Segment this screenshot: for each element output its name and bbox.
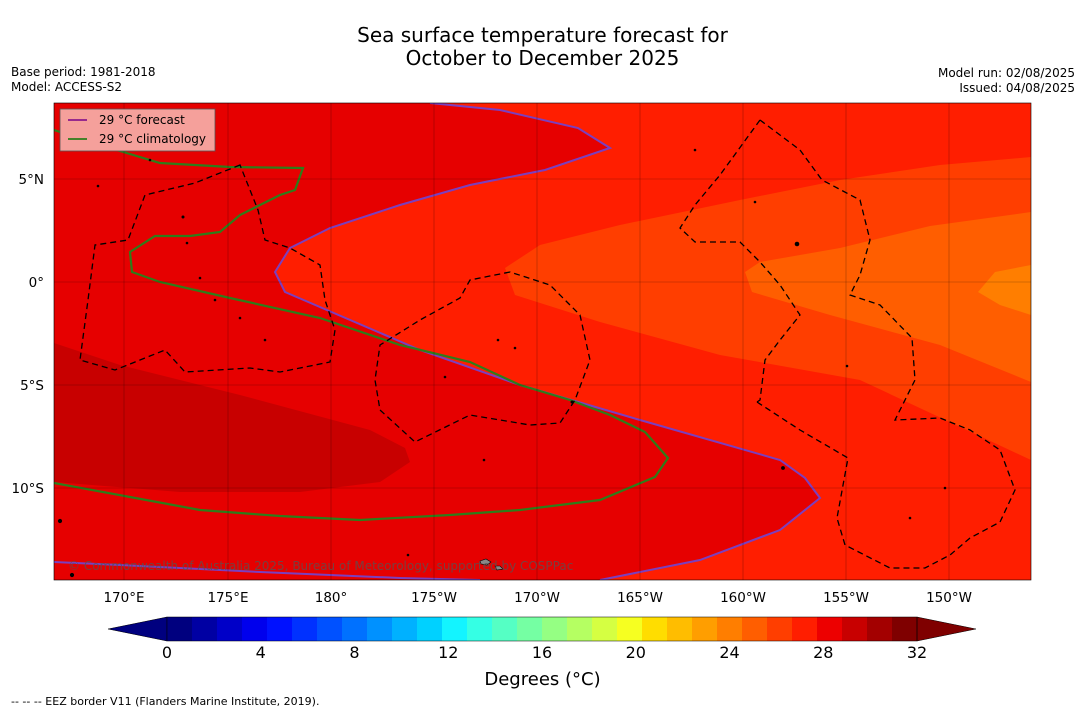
colorbar-tick-label: 20 <box>626 643 646 662</box>
colorbar-swatch <box>817 617 843 641</box>
copyright: © Commonwealth of Australia 2025, Bureau… <box>68 559 573 573</box>
colorbar-swatch <box>417 617 443 641</box>
forecast-29c-contour-south <box>54 561 481 580</box>
model-name: Model: ACCESS-S2 <box>11 80 123 94</box>
lon-label: 165°W <box>617 590 663 606</box>
sst-band-26-27 <box>745 212 1031 382</box>
lon-label: 155°W <box>823 590 869 606</box>
colorbar-swatch <box>242 617 268 641</box>
sst-band-30-31 <box>54 343 410 492</box>
lat-label: 10°S <box>12 481 45 497</box>
colorbar-swatch <box>267 617 293 641</box>
colorbar-swatch <box>467 617 493 641</box>
lat-label: 5°S <box>20 378 44 394</box>
colorbar-swatch <box>692 617 718 641</box>
colorbar-swatch <box>492 617 518 641</box>
map-frame <box>53 102 1032 581</box>
colorbar-swatch <box>567 617 593 641</box>
colorbar-swatch <box>667 617 693 641</box>
colorbar-tick-label: 4 <box>256 643 266 662</box>
eez-footnote: -- -- -- EEZ border V11 (Flanders Marine… <box>11 695 320 708</box>
map-area: © Commonwealth of Australia 2025, Bureau… <box>54 103 1031 580</box>
colorbar-tick-label: 32 <box>907 643 927 662</box>
title-line-2: October to December 2025 <box>405 46 680 70</box>
colorbar-swatch <box>442 617 468 641</box>
colorbar-swatch <box>717 617 743 641</box>
legend-climatology-label: 29 °C climatology <box>99 132 206 146</box>
colorbar-swatch <box>392 617 418 641</box>
longitude-labels: 170°E 175°E 180° 175°W 170°W 165°W 160°W… <box>103 590 971 606</box>
colorbar-label: Degrees (°C) <box>484 669 601 690</box>
lon-label: 160°W <box>720 590 766 606</box>
colorbar-swatch <box>642 617 668 641</box>
colorbar-swatch <box>542 617 568 641</box>
lon-label: 170°W <box>514 590 560 606</box>
lon-label: 175°E <box>207 590 248 606</box>
colorbar-swatch <box>842 617 868 641</box>
issued-date: Issued: 04/08/2025 <box>959 81 1075 95</box>
colorbar-max-arrow <box>916 616 977 642</box>
colorbar-swatch <box>517 617 543 641</box>
lon-label: 150°W <box>926 590 972 606</box>
colorbar-min-arrow <box>107 616 168 642</box>
colorbar-ticks: 0 4 8 12 16 20 24 28 32 <box>162 643 927 662</box>
colorbar <box>107 616 977 642</box>
lon-label: 170°E <box>103 590 144 606</box>
colorbar-tick-label: 12 <box>438 643 458 662</box>
legend: 29 °C forecast 29 °C climatology <box>59 108 216 152</box>
colorbar-tick-label: 0 <box>162 643 172 662</box>
model-run: Model run: 02/08/2025 <box>937 66 1075 80</box>
colorbar-swatch <box>767 617 793 641</box>
islands <box>57 148 947 578</box>
colorbar-swatch <box>167 617 193 641</box>
colorbar-swatch <box>617 617 643 641</box>
colorbar-tick-label: 16 <box>532 643 552 662</box>
lon-label: 180° <box>315 590 348 606</box>
colorbar-swatch <box>792 617 818 641</box>
legend-forecast-label: 29 °C forecast <box>99 113 185 127</box>
colorbar-swatch <box>192 617 218 641</box>
colorbar-tick-label: 8 <box>349 643 359 662</box>
colorbar-swatch <box>367 617 393 641</box>
sst-band-27-28 <box>505 157 1031 460</box>
latitude-labels: 5°N 0° 5°S 10°S <box>12 172 45 497</box>
colorbar-swatch <box>867 617 893 641</box>
colorbar-swatch <box>892 617 918 641</box>
sst-band-25-26 <box>978 265 1031 315</box>
colorbar-swatch <box>317 617 343 641</box>
lon-label: 175°W <box>411 590 457 606</box>
colorbar-frame <box>166 616 918 642</box>
colorbar-swatch <box>592 617 618 641</box>
title-line-1: Sea surface temperature forecast for <box>357 23 728 47</box>
lat-label: 5°N <box>19 172 44 188</box>
base-period: Base period: 1981-2018 <box>11 65 156 79</box>
colorbar-swatch <box>292 617 318 641</box>
colorbar-swatch <box>342 617 368 641</box>
meta-left: Base period: 1981-2018 Model: ACCESS-S2 <box>11 65 156 95</box>
climatology-29c-contour <box>54 128 670 522</box>
colorbar-tick-label: 24 <box>719 643 739 662</box>
lat-label: 0° <box>29 275 44 291</box>
graticule <box>54 103 1031 580</box>
forecast-29c-contour <box>273 103 822 580</box>
colorbar-swatch <box>742 617 768 641</box>
eez-borders <box>79 119 1016 569</box>
colorbar-swatch <box>217 617 243 641</box>
meta-right: Model run: 02/08/2025 Issued: 04/08/2025 <box>938 66 1075 96</box>
colorbar-tick-label: 28 <box>813 643 833 662</box>
